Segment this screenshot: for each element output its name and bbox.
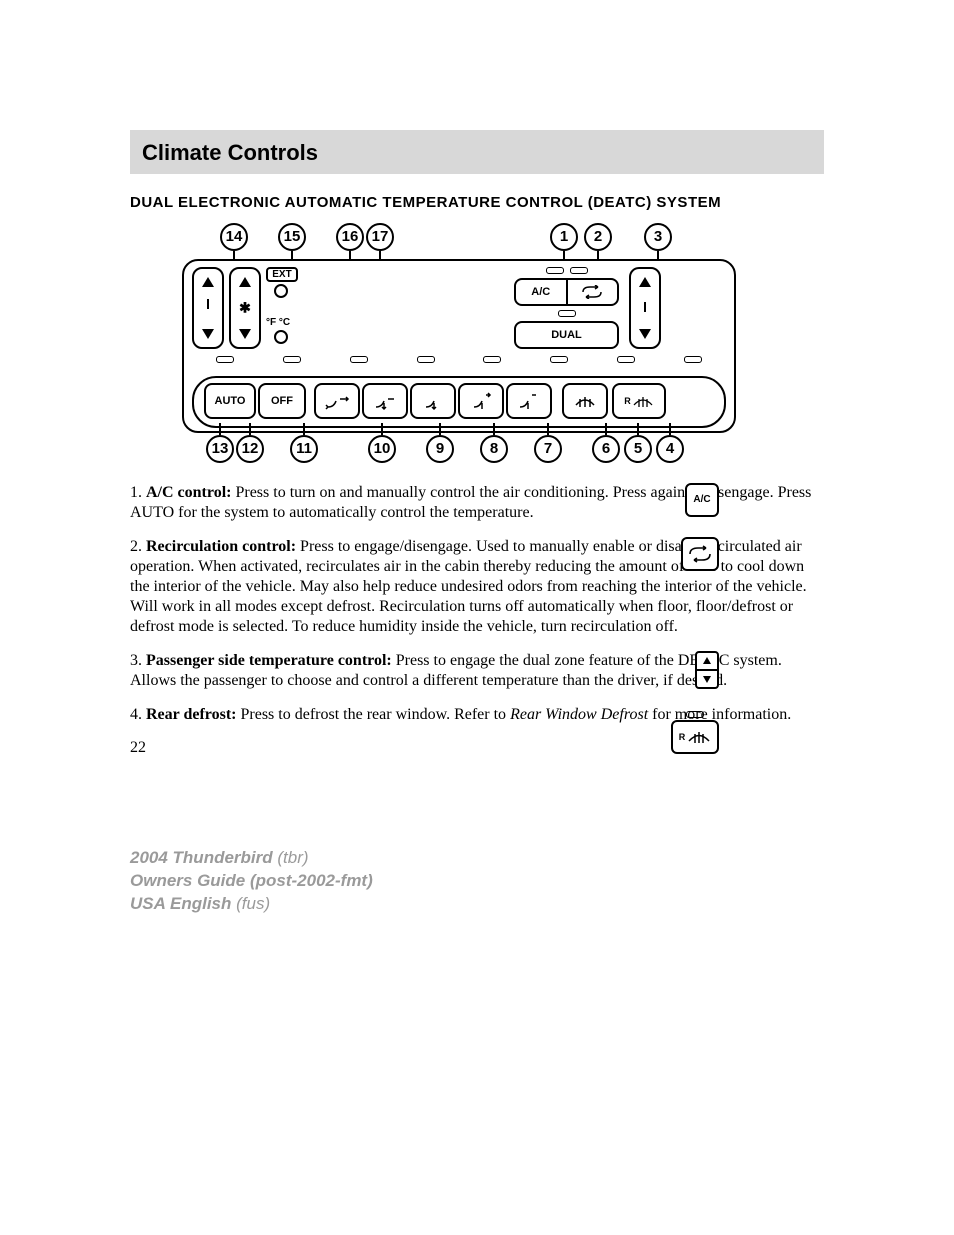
callout-17: 17 <box>366 223 394 251</box>
callout-12: 12 <box>236 435 264 463</box>
mode-panel-icon <box>314 383 360 419</box>
deatc-diagram: 14151617123 ✱ EXT °F °C <box>172 223 742 463</box>
ac-button-label: A/C <box>516 280 568 304</box>
mode-button-row: AUTO OFF <box>192 376 726 428</box>
ext-label: EXT <box>266 267 298 282</box>
ac-icon: A/C <box>685 483 719 517</box>
footer-model: 2004 Thunderbird <box>130 848 277 867</box>
item-3: 3. Passenger side temperature control: P… <box>130 651 824 691</box>
mode-defrost-floor-icon <box>506 383 552 419</box>
item-num: 4. <box>130 706 142 723</box>
callout-7: 7 <box>534 435 562 463</box>
passenger-temp-up-down <box>629 267 661 349</box>
callout-14: 14 <box>220 223 248 251</box>
control-panel: ✱ EXT °F °C A/C <box>182 259 736 433</box>
item-2: 2. Recirculation control: Press to engag… <box>130 537 824 637</box>
callout-4: 4 <box>656 435 684 463</box>
item-title: Rear defrost: <box>146 706 237 723</box>
footer-guide: Owners Guide (post-2002-fmt) <box>130 871 373 890</box>
callout-1: 1 <box>550 223 578 251</box>
fan-speed-up-down: ✱ <box>229 267 261 349</box>
fc-label: °F °C <box>266 317 308 328</box>
callout-3: 3 <box>644 223 672 251</box>
item-num: 3. <box>130 652 142 669</box>
callout-15: 15 <box>278 223 306 251</box>
system-subtitle: DUAL ELECTRONIC AUTOMATIC TEMPERATURE CO… <box>130 194 824 211</box>
auto-button: AUTO <box>204 383 256 419</box>
item-text-a: Press to defrost the rear window. Refer … <box>237 706 511 723</box>
rear-defrost-button: R <box>612 383 666 419</box>
ac-dual-group: A/C DUAL <box>514 267 619 349</box>
item-text-b: for more information. <box>648 706 791 723</box>
section-title: Climate Controls <box>142 140 318 165</box>
recirc-icon <box>681 537 719 576</box>
callout-13: 13 <box>206 435 234 463</box>
footer-lang-code: (fus) <box>236 894 270 913</box>
item-num: 2. <box>130 538 142 555</box>
mode-panel-floor-icon <box>362 383 408 419</box>
page-number: 22 <box>130 739 824 757</box>
footer-code: (tbr) <box>277 848 308 867</box>
callout-2: 2 <box>584 223 612 251</box>
callout-5: 5 <box>624 435 652 463</box>
item-title: Recirculation control: <box>146 538 296 555</box>
mode-floor-icon <box>410 383 456 419</box>
item-title: A/C control: <box>146 484 231 501</box>
rear-defrost-icon: R <box>671 705 719 754</box>
item-num: 1. <box>130 484 142 501</box>
callout-11: 11 <box>290 435 318 463</box>
display-area <box>314 267 509 345</box>
footer-lang: USA English <box>130 894 236 913</box>
temp-arrows-icon <box>695 651 719 689</box>
callout-16: 16 <box>336 223 364 251</box>
footer: 2004 Thunderbird (tbr) Owners Guide (pos… <box>130 847 824 916</box>
item-italic: Rear Window Defrost <box>510 706 648 723</box>
item-title: Passenger side temperature control: <box>146 652 392 669</box>
callout-10: 10 <box>368 435 396 463</box>
off-button: OFF <box>258 383 306 419</box>
callout-9: 9 <box>426 435 454 463</box>
mode-floor-defrost-icon <box>458 383 504 419</box>
callout-8: 8 <box>480 435 508 463</box>
driver-temp-up-down <box>192 267 224 349</box>
callout-6: 6 <box>592 435 620 463</box>
dual-button-label: DUAL <box>514 321 619 349</box>
item-1: A/C 1. A/C control: Press to turn on and… <box>130 483 824 523</box>
front-defrost-icon <box>562 383 608 419</box>
recirc-icon <box>568 280 618 304</box>
section-header: Climate Controls <box>130 130 824 174</box>
item-4: R 4. Rear defrost: Press to defrost the … <box>130 705 824 725</box>
ext-fc-group: EXT °F °C <box>266 267 308 345</box>
